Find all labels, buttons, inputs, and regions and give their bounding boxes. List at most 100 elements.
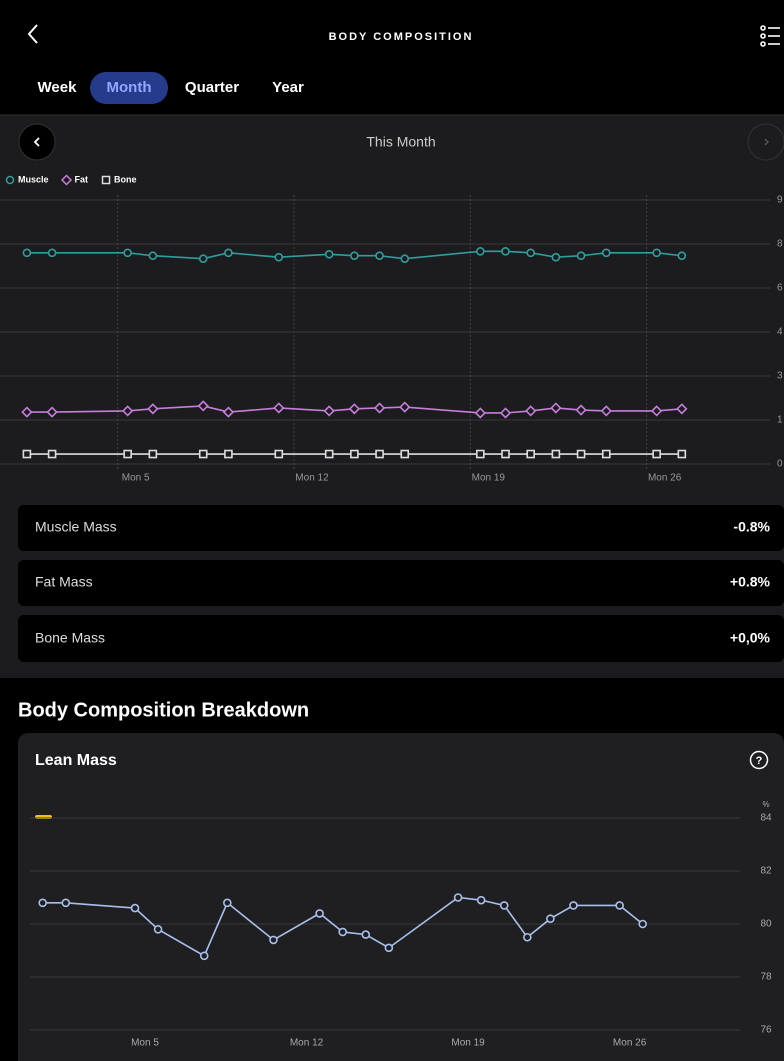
marker [224,449,233,459]
change-card[interactable] [18,615,784,662]
marker [601,449,611,459]
marker [476,247,485,256]
marker [375,251,384,261]
marker [198,254,208,263]
help-icon: ? [756,755,763,767]
marker [338,927,347,937]
legend-label: Bone [114,174,137,184]
marker [123,449,132,459]
marker [5,175,15,185]
lean-chart: 76 78 80 82 84 Mon 5 Mon 12 Mon 19 Mon 26 [30,813,772,1049]
marker [130,903,140,913]
x-tick-label: Mon 12 [290,1038,324,1049]
marker [453,893,463,902]
x-tick-label: Mon 12 [295,473,329,484]
change-value: -0.8% [733,519,770,535]
marker [651,405,663,417]
marker [523,932,532,942]
tab[interactable]: Week [38,79,78,96]
marker [576,251,586,261]
marker [499,407,512,419]
change-card[interactable] [18,560,784,606]
change-card[interactable] [18,505,784,551]
marker [323,405,335,417]
marker [373,402,386,414]
period-label: This Month [366,134,435,150]
marker [525,405,537,417]
marker [476,895,486,905]
marker [148,251,158,261]
marker [569,901,578,910]
marker [274,252,284,262]
marker [60,174,73,186]
marker [222,406,235,418]
marker [638,919,647,929]
marker [348,403,360,415]
marker [153,924,163,934]
marker [501,247,510,256]
prev-button[interactable] [18,123,56,161]
marker [148,449,158,459]
marker [122,405,134,417]
marker [324,449,334,459]
back-button[interactable] [27,24,38,44]
next-button[interactable] [747,123,784,161]
x-tick-label: Mon 26 [648,473,682,484]
marker [575,404,587,416]
card-title: Lean Mass [35,752,117,769]
marker [22,248,32,258]
marker [147,403,159,415]
marker [22,449,32,459]
lean-card [18,733,784,1061]
change-label: Bone Mass [35,630,105,646]
marker [526,449,535,459]
marker [474,407,486,419]
marker [274,449,284,459]
marker [361,930,371,939]
header-title: BODY COMPOSITION [329,31,474,43]
y-unit-label: % [762,800,769,809]
marker [677,251,687,261]
marker [550,402,562,414]
next-icon [764,138,769,146]
legend-label: Muscle [18,174,49,184]
prev-icon [33,137,40,147]
marker [273,402,285,414]
marker [615,901,624,910]
marker [400,449,410,459]
marker [123,248,132,258]
x-tick-label: Mon 5 [131,1038,159,1049]
y-tick-label: 84 [760,813,772,824]
marker [676,403,688,415]
help-button[interactable] [749,750,769,770]
y-tick-label: 9 [777,195,783,206]
marker [199,951,209,961]
y-tick-label: 76 [760,1025,772,1036]
legend: Muscle Fat Bone [5,174,137,186]
marker [197,400,209,412]
change-label: Fat Mass [35,574,93,590]
tab[interactable]: Year [272,79,304,96]
marker [101,175,111,185]
marker [269,935,278,945]
marker [551,252,561,262]
y-tick-label: 78 [760,972,772,983]
marker [551,449,561,459]
x-tick-label: Mon 26 [613,1038,647,1049]
y-tick-label: 80 [760,919,772,930]
tab[interactable]: Month [107,79,152,96]
marker [47,449,57,459]
marker [223,898,232,908]
x-tick-label: Mon 19 [472,473,506,484]
menu-button[interactable] [760,25,780,47]
marker [652,449,661,459]
marker [384,943,394,953]
tab[interactable]: Quarter [185,79,239,96]
marker [601,248,611,258]
marker [47,248,57,258]
y-tick-label: 0 [777,459,783,470]
marker [224,248,233,258]
x-tick-label: Mon 19 [451,1038,485,1049]
